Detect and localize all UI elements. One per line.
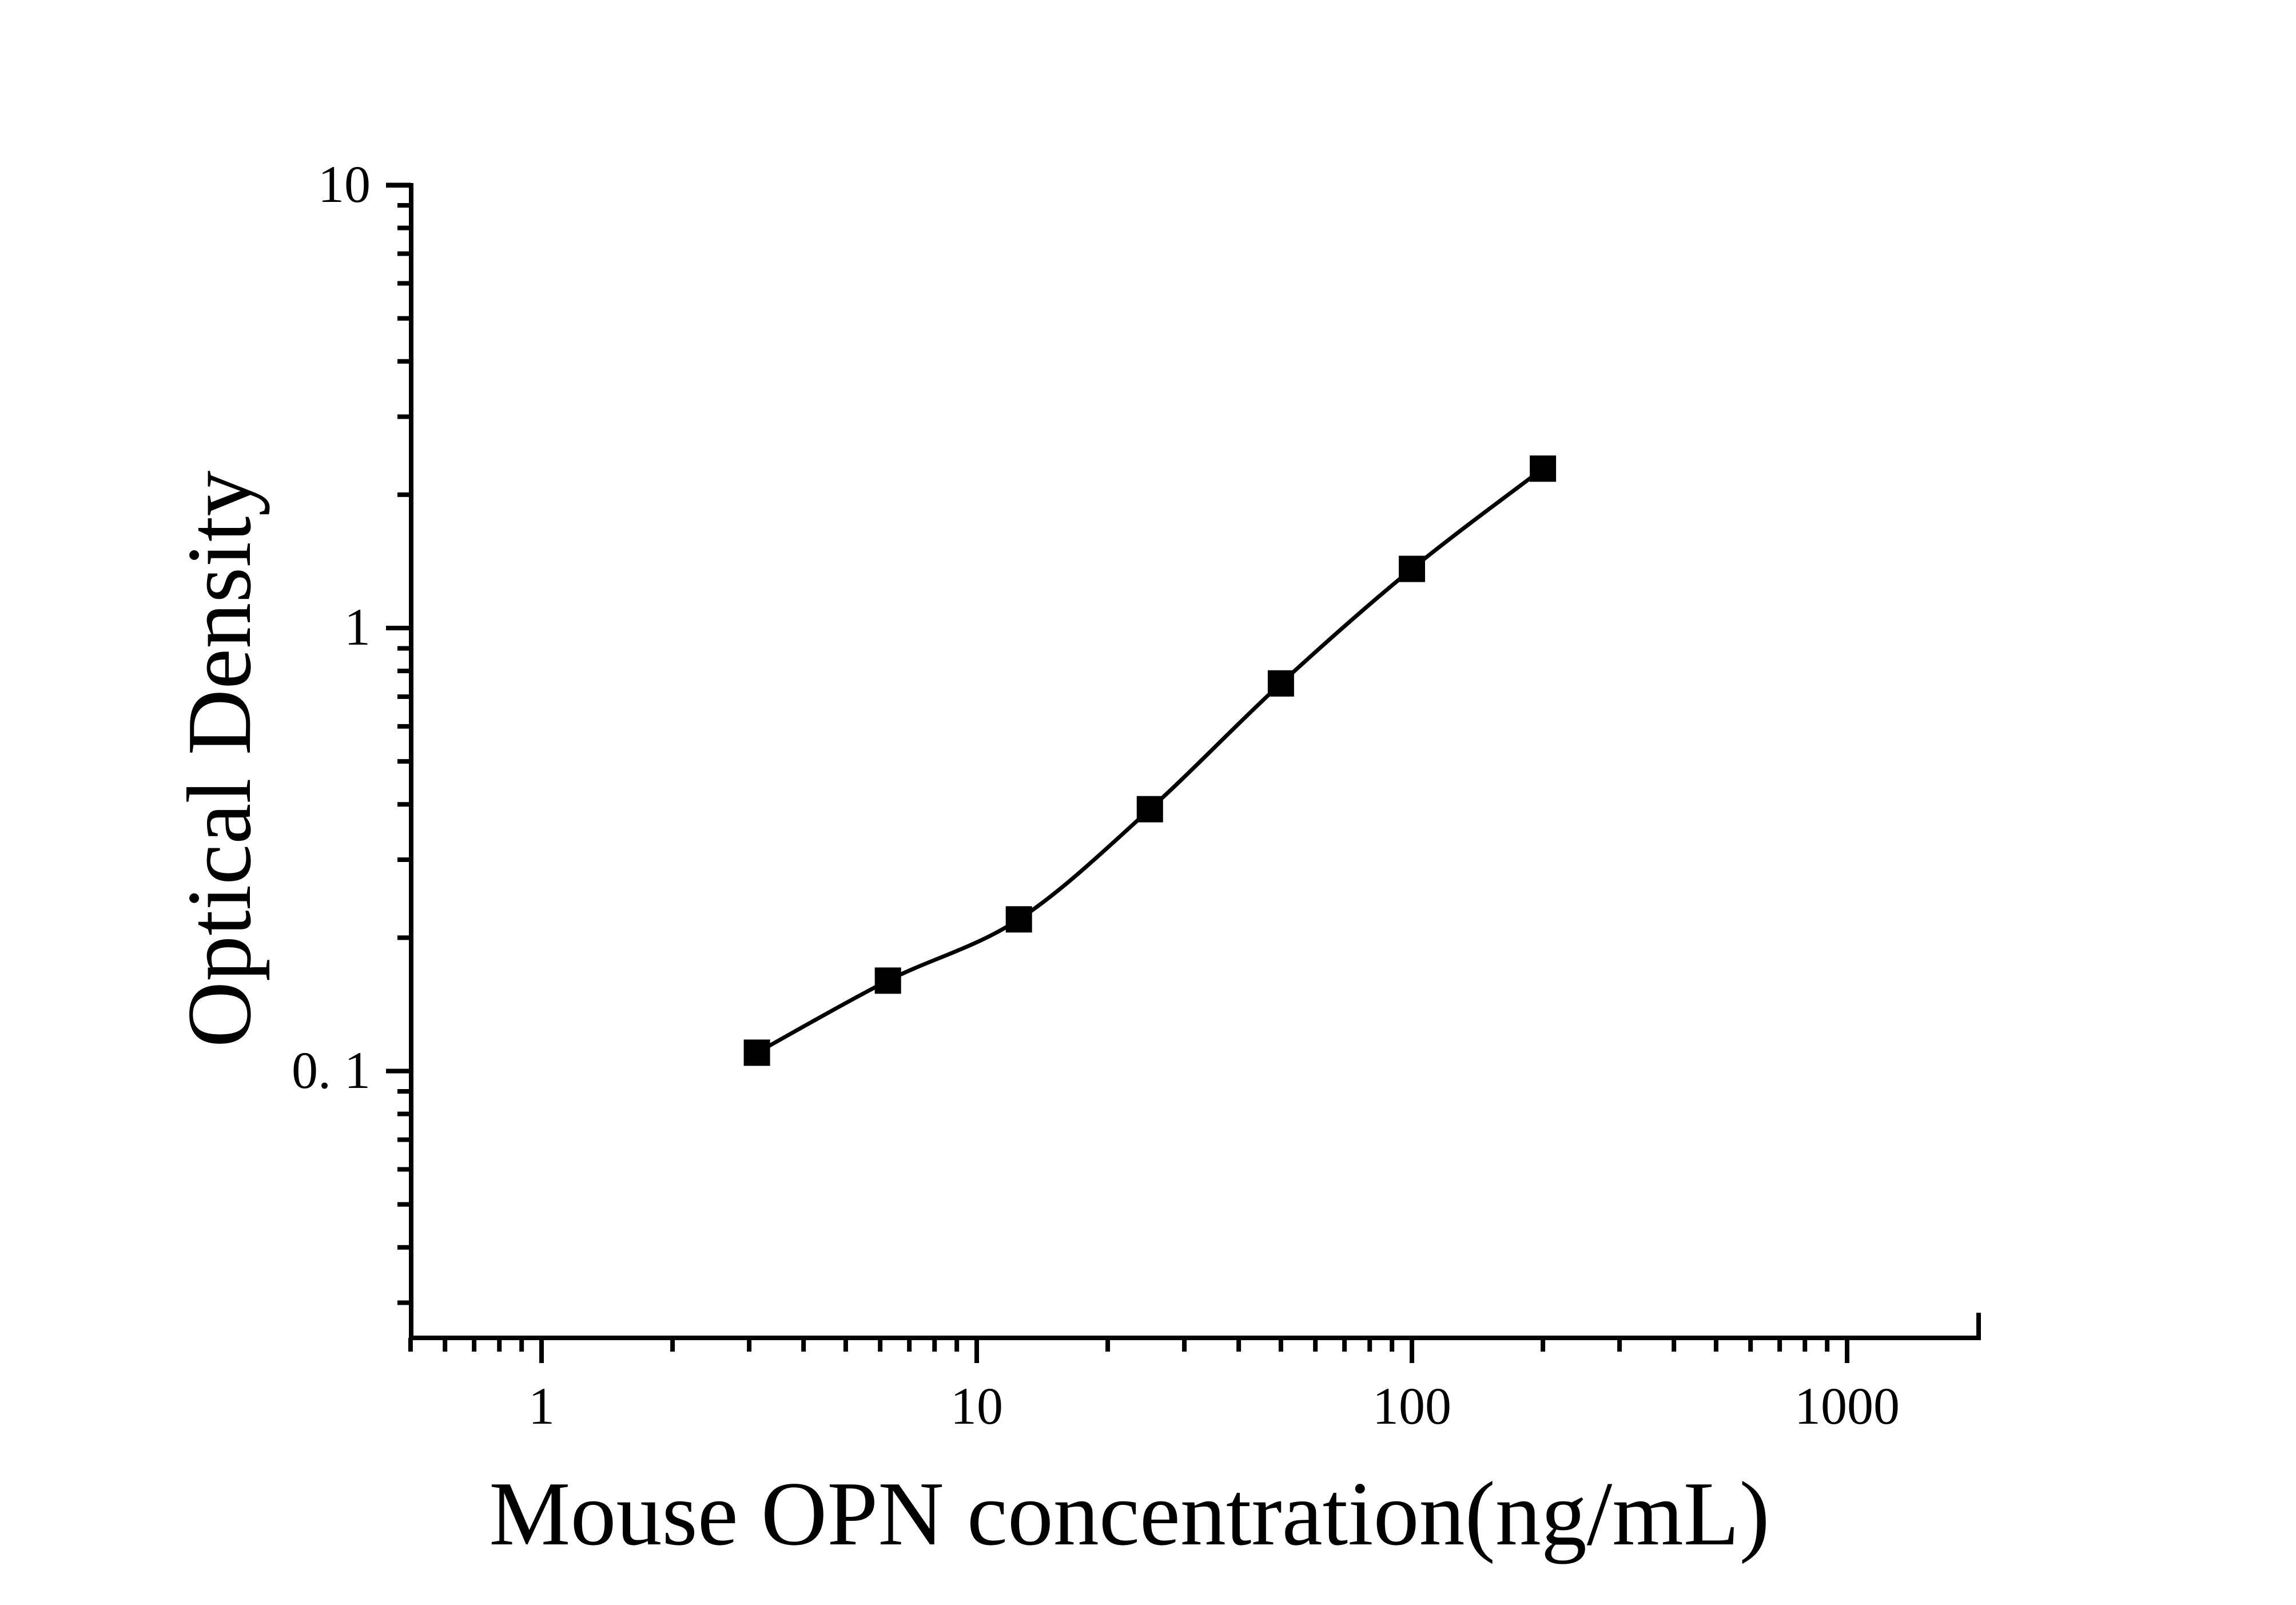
data-point-marker [1530, 455, 1557, 482]
data-point-marker [874, 967, 901, 994]
y-tick-label: 1 [344, 598, 371, 657]
data-point-marker [1399, 555, 1425, 582]
x-axis-title: Mouse OPN concentration(ng/mL) [489, 1463, 1770, 1564]
data-point-marker [1267, 670, 1294, 697]
data-point-marker [1136, 796, 1163, 823]
data-point-marker [1005, 906, 1032, 933]
x-ticks [408, 1338, 1849, 1363]
y-tick-label: 10 [318, 154, 371, 213]
data-point-marker [743, 1039, 770, 1066]
y-axis-title: Optical Density [168, 470, 270, 1048]
y-ticks [386, 182, 411, 1305]
x-tick-label: 10 [950, 1377, 1003, 1435]
axis-frame [386, 183, 1981, 1340]
x-tick-label: 1 [528, 1377, 555, 1435]
data-point-markers [743, 455, 1557, 1066]
x-tick-label: 1000 [1794, 1377, 1900, 1435]
x-tick-label: 100 [1372, 1377, 1451, 1435]
y-tick-label: 0. 1 [292, 1040, 371, 1099]
